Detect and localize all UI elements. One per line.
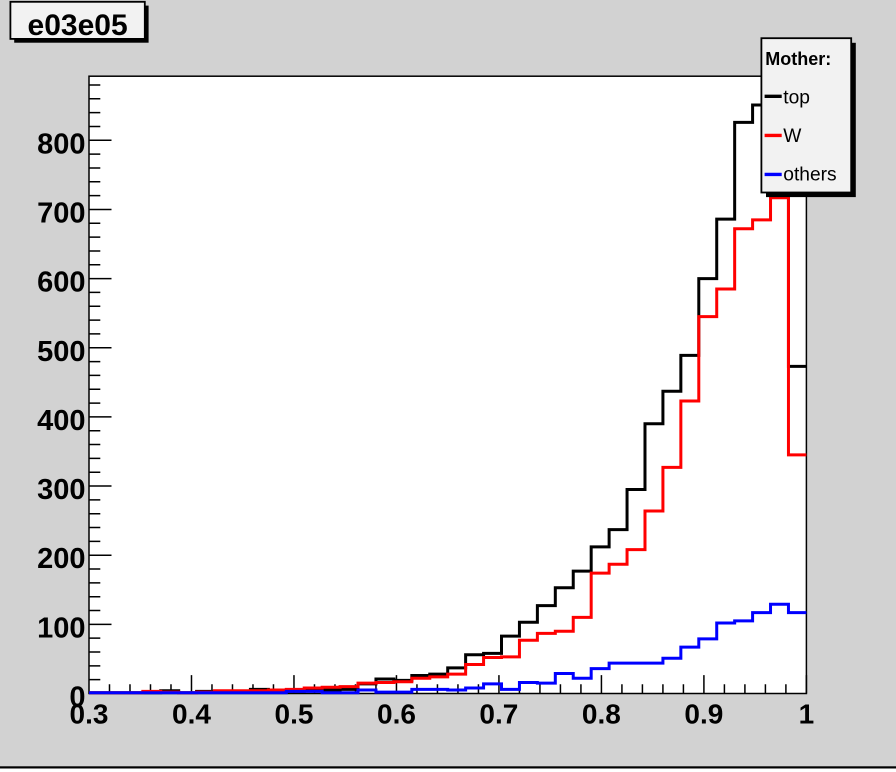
svg-text:Mother:: Mother: <box>765 49 831 69</box>
svg-text:0.7: 0.7 <box>479 699 518 730</box>
svg-text:0.9: 0.9 <box>684 699 723 730</box>
svg-text:700: 700 <box>37 197 85 229</box>
svg-text:1: 1 <box>799 699 815 730</box>
svg-text:0.6: 0.6 <box>377 699 416 730</box>
svg-text:0.5: 0.5 <box>275 699 314 730</box>
svg-text:400: 400 <box>37 405 85 437</box>
svg-text:0.8: 0.8 <box>582 699 621 730</box>
svg-text:300: 300 <box>37 474 85 506</box>
svg-text:200: 200 <box>37 543 85 575</box>
svg-text:e03e05: e03e05 <box>28 9 128 42</box>
svg-text:0.3: 0.3 <box>70 699 109 730</box>
svg-text:0: 0 <box>69 682 85 714</box>
svg-text:500: 500 <box>37 336 85 368</box>
svg-text:100: 100 <box>37 612 85 644</box>
svg-text:800: 800 <box>37 128 85 160</box>
svg-text:0.4: 0.4 <box>172 699 211 730</box>
svg-text:600: 600 <box>37 267 85 299</box>
svg-text:others: others <box>783 165 836 186</box>
svg-text:W: W <box>783 126 802 147</box>
svg-text:top: top <box>783 87 810 108</box>
